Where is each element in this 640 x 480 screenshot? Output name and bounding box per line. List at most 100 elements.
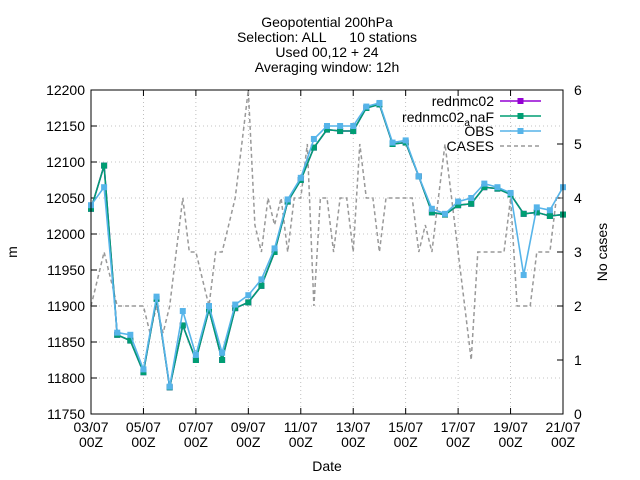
x-tick-label-hour: 00Z bbox=[236, 434, 261, 450]
data-point bbox=[114, 329, 121, 336]
x-tick-label-date: 11/07 bbox=[284, 419, 318, 435]
y2-tick-label: 2 bbox=[574, 298, 582, 314]
x-tick-label-hour: 00Z bbox=[446, 434, 471, 450]
x-tick-label-hour: 00Z bbox=[498, 434, 523, 450]
title-line-1: Geopotential 200hPa bbox=[261, 14, 393, 30]
data-point bbox=[533, 209, 540, 216]
data-point bbox=[179, 308, 186, 315]
data-point bbox=[166, 383, 173, 390]
legend-label-naf-tail: naF bbox=[470, 109, 494, 125]
x-tick-label-hour: 00Z bbox=[184, 434, 209, 450]
data-point bbox=[324, 126, 330, 133]
data-point bbox=[258, 276, 265, 283]
x-tick-label-date: 19/07 bbox=[493, 419, 528, 435]
y-tick-label: 12100 bbox=[46, 154, 85, 170]
data-point bbox=[153, 293, 160, 300]
data-point bbox=[258, 282, 265, 289]
y-tick-label: 11850 bbox=[47, 334, 85, 350]
y-tick-label: 11800 bbox=[47, 370, 85, 386]
data-point bbox=[428, 205, 435, 212]
data-point bbox=[101, 162, 108, 169]
y2-axis-label: No cases bbox=[594, 223, 610, 281]
x-tick-label-date: 17/07 bbox=[441, 419, 476, 435]
x-tick-label-date: 09/07 bbox=[231, 419, 266, 435]
data-point bbox=[101, 184, 108, 191]
series-layer bbox=[88, 89, 566, 391]
data-point bbox=[324, 123, 330, 129]
x-axis-label: Date bbox=[312, 458, 342, 474]
x-tick-label-date: 15/07 bbox=[388, 419, 423, 435]
title-line-2: Selection: ALL 10 stations bbox=[237, 29, 417, 45]
title-line-4: Averaging window: 12h bbox=[255, 59, 400, 75]
y-tick-label: 11750 bbox=[47, 406, 85, 422]
data-point bbox=[284, 196, 291, 203]
y-tick-label: 11900 bbox=[47, 298, 85, 314]
x-tick-label-hour: 00Z bbox=[79, 434, 104, 450]
legend-swatches bbox=[500, 98, 541, 147]
data-point bbox=[520, 272, 527, 279]
y-tick-label: 12050 bbox=[46, 190, 85, 206]
data-point bbox=[219, 357, 226, 363]
y-tick-label: 12150 bbox=[46, 118, 85, 134]
data-point bbox=[206, 303, 212, 309]
legend-swatch-marker bbox=[517, 128, 524, 134]
data-point bbox=[415, 173, 422, 180]
x-tick-label-date: 21/07 bbox=[545, 419, 580, 435]
chart-title: Geopotential 200hPa Selection: ALL 10 st… bbox=[237, 14, 417, 75]
data-point bbox=[481, 184, 488, 191]
x-tick-label-hour: 00Z bbox=[341, 434, 366, 450]
legend-label-cases: CASES bbox=[447, 138, 494, 154]
series-line bbox=[90, 89, 563, 361]
data-point bbox=[245, 299, 252, 306]
series-cases bbox=[90, 89, 563, 361]
x-tick-label-hour: 00Z bbox=[131, 434, 156, 450]
y-axis-label: m bbox=[4, 246, 20, 258]
data-point bbox=[206, 306, 212, 313]
data-point bbox=[494, 184, 501, 191]
data-point bbox=[271, 249, 278, 255]
x-axis-ticks: 03/0700Z05/0700Z07/0700Z09/0700Z11/0700Z… bbox=[73, 90, 581, 450]
data-point bbox=[310, 144, 317, 151]
data-point bbox=[271, 245, 278, 252]
data-point bbox=[310, 135, 317, 142]
plot-frame bbox=[90, 89, 564, 415]
series-rednmc02-naf bbox=[88, 101, 566, 391]
y-tick-label: 12200 bbox=[46, 82, 85, 98]
y2-tick-label: 5 bbox=[574, 136, 582, 152]
y2-tick-label: 0 bbox=[574, 406, 582, 422]
data-point bbox=[533, 204, 540, 211]
data-point bbox=[127, 331, 134, 338]
x-tick-label-hour: 00Z bbox=[551, 434, 576, 450]
data-point bbox=[468, 195, 475, 201]
data-point bbox=[192, 351, 199, 358]
data-point bbox=[546, 207, 553, 214]
data-point bbox=[363, 103, 370, 110]
data-point bbox=[140, 366, 147, 373]
y2-tick-label: 6 bbox=[574, 82, 582, 98]
data-point bbox=[389, 139, 396, 146]
y-tick-label: 12000 bbox=[46, 226, 85, 242]
legend-swatch-marker bbox=[517, 113, 524, 119]
x-tick-label-date: 03/07 bbox=[73, 419, 108, 435]
data-point bbox=[232, 305, 239, 312]
legend-swatch-marker bbox=[517, 98, 524, 104]
data-point bbox=[481, 180, 488, 187]
y2-tick-label: 1 bbox=[574, 352, 582, 368]
legend-label-naf-main: rednmc02 bbox=[402, 109, 464, 125]
data-point bbox=[297, 174, 304, 181]
x-tick-label-hour: 00Z bbox=[394, 434, 419, 450]
series-rednmc02 bbox=[88, 101, 566, 391]
data-point bbox=[455, 202, 462, 209]
legend-label-rednmc02: rednmc02 bbox=[432, 93, 494, 109]
data-point bbox=[219, 349, 226, 356]
y2-tick-label: 3 bbox=[574, 244, 582, 260]
data-point bbox=[179, 322, 186, 329]
data-point bbox=[468, 200, 475, 207]
series-obs bbox=[88, 99, 566, 390]
y2-tick-label: 4 bbox=[574, 190, 582, 206]
legend-label-rednmc02-naf: rednmc02anaF bbox=[402, 109, 494, 129]
x-tick-label-date: 05/07 bbox=[126, 419, 161, 435]
x-tick-label-hour: 00Z bbox=[289, 434, 314, 450]
title-line-3: Used 00,12 + 24 bbox=[275, 44, 378, 60]
